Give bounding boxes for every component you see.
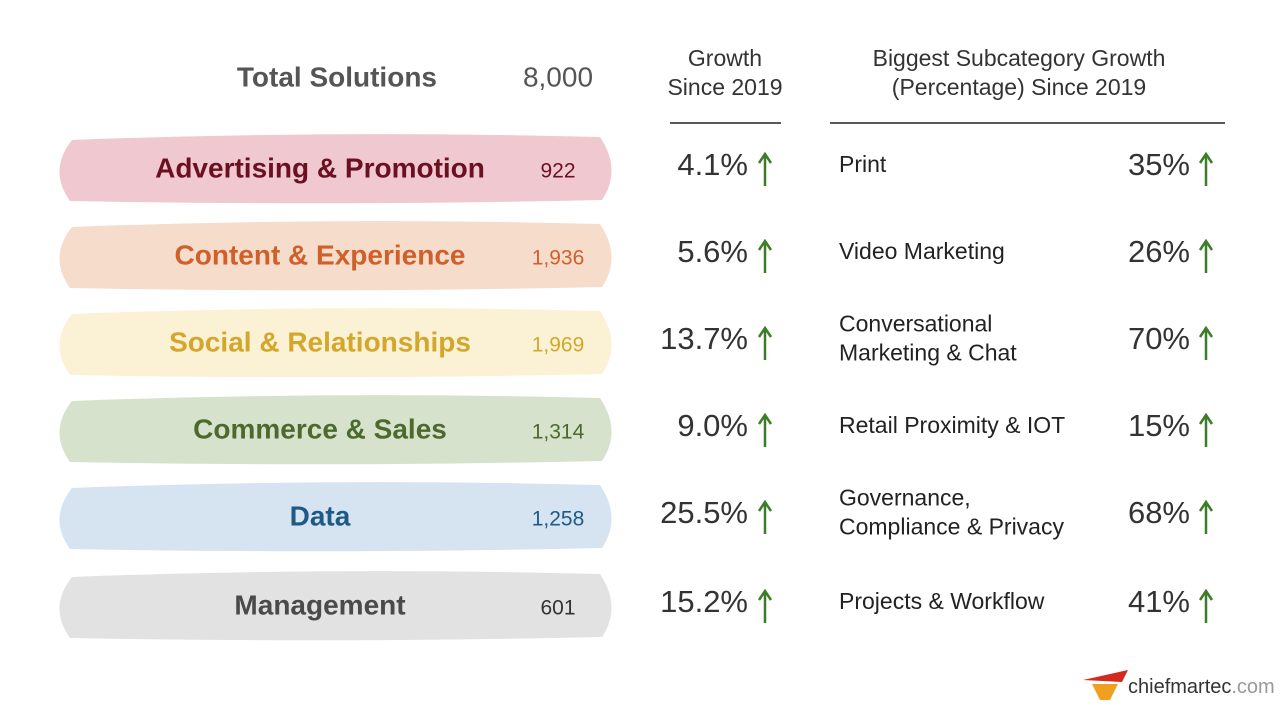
logo-text: chiefmartec [1128,676,1231,698]
growth-value: 15.2% [660,584,748,619]
subcategory-heading: Biggest Subcategory Growth [873,45,1166,71]
category-name: Commerce & Sales [193,413,447,444]
category-count: 1,314 [532,421,585,444]
category-brush [59,482,612,552]
category-name: Management [234,589,405,620]
category-brush [59,395,612,465]
subcategory-growth: 68% [1128,495,1190,530]
logo-text: .com [1231,676,1274,698]
category-brush [59,571,612,641]
growth-value: 25.5% [660,495,748,530]
logo-icon [1083,670,1128,682]
subcategory-growth: 26% [1128,234,1190,269]
up-arrow [757,412,773,425]
logo: chiefmartec.com [1083,670,1275,700]
growth-value: 13.7% [660,321,748,356]
total-label: Total Solutions [237,61,437,92]
subcategory-name: Governance, [839,485,971,511]
up-arrow [757,151,773,164]
subcategory-growth: 35% [1128,147,1190,182]
subcategory-growth: 70% [1128,321,1190,356]
total-value: 8,000 [523,61,593,92]
subcategory-name: Retail Proximity & IOT [839,412,1065,438]
logo-text: chiefmartec.com [1128,676,1275,698]
subcategory-heading: (Percentage) Since 2019 [892,74,1146,100]
category-brush [59,308,612,378]
growth-heading: Since 2019 [667,74,782,100]
subcategory-name: Projects & Workflow [839,588,1045,614]
up-arrow [1198,325,1214,338]
subcategory-name: Print [839,151,887,177]
category-name: Data [290,500,351,531]
logo-icon [1092,684,1118,700]
category-brush [59,221,612,291]
growth-heading: Growth [688,45,762,71]
up-arrow [757,588,773,601]
growth-value: 9.0% [677,408,748,443]
subcategory-name: Compliance & Privacy [839,514,1064,540]
growth-value: 4.1% [677,147,748,182]
category-name: Social & Relationships [169,326,471,357]
subcategory-name: Marketing & Chat [839,340,1017,366]
category-name: Content & Experience [175,239,466,270]
subcategory-name: Conversational [839,311,992,337]
category-count: 601 [540,597,575,620]
up-arrow [1198,499,1214,512]
up-arrow [1198,151,1214,164]
category-count: 1,969 [532,334,585,357]
up-arrow [757,325,773,338]
category-count: 1,258 [532,508,585,531]
up-arrow [757,238,773,251]
category-count: 922 [540,160,575,183]
category-brush [59,134,612,204]
up-arrow [1198,238,1214,251]
up-arrow [1198,412,1214,425]
category-count: 1,936 [532,247,585,270]
subcategory-name: Video Marketing [839,238,1005,264]
category-name: Advertising & Promotion [155,152,485,183]
growth-value: 5.6% [677,234,748,269]
up-arrow [757,499,773,512]
up-arrow [1198,588,1214,601]
subcategory-growth: 15% [1128,408,1190,443]
subcategory-growth: 41% [1128,584,1190,619]
